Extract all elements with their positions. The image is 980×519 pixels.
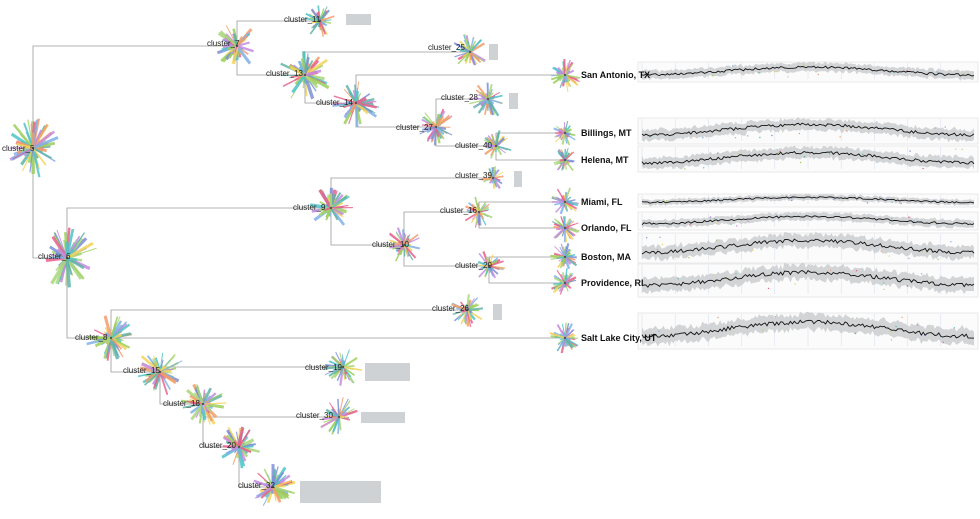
edge-cluster_16-orlando <box>479 212 565 228</box>
cluster-label-cluster-8: cluster_8 <box>75 333 108 342</box>
thumbnail-placeholder-cluster-30 <box>361 412 405 423</box>
timeseries-thumbnail-orlando <box>638 212 978 230</box>
cluster-label-cluster-30: cluster_30 <box>296 411 333 420</box>
timeseries-thumbnail-helena <box>638 145 978 172</box>
timeseries-thumbnail-salt-lake-city <box>638 312 978 349</box>
edge-cluster_6-cluster_9 <box>67 208 331 258</box>
glyph-helena-icon <box>554 148 575 171</box>
cluster-label-cluster-40: cluster_40 <box>455 141 492 150</box>
cluster-label-cluster-28: cluster_28 <box>441 93 478 102</box>
cluster-label-cluster-29: cluster_29 <box>455 261 492 270</box>
cluster-label-cluster-18: cluster_18 <box>163 399 200 408</box>
timeseries-thumbnail-billings <box>638 117 978 144</box>
cluster-label-cluster-26: cluster_26 <box>432 304 469 313</box>
timeseries-thumbnail-san-antonio <box>638 61 978 82</box>
leaf-label-providence: Providence, RI <box>581 278 644 288</box>
timeseries-thumbnail-miami <box>638 194 978 207</box>
leaf-label-billings: Billings, MT <box>581 128 632 138</box>
glyph-providence-icon <box>552 268 577 294</box>
leaf-label-orlando: Orlando, FL <box>581 223 632 233</box>
cluster-label-cluster-16: cluster_16 <box>440 206 477 215</box>
leaf-label-boston: Boston, MA <box>581 252 631 262</box>
glyph-orlando-icon <box>552 216 579 242</box>
cluster-label-cluster-9: cluster_9 <box>293 203 326 212</box>
thumbnail-placeholder-cluster-39 <box>514 171 522 187</box>
edge-cluster_8-cluster_26 <box>111 310 467 338</box>
edge-cluster_16-miami <box>479 202 565 212</box>
thumbnail-placeholder-cluster-32 <box>300 481 381 503</box>
cluster-label-cluster-32: cluster_32 <box>238 481 275 490</box>
edge-cluster_5-cluster_7 <box>33 46 237 148</box>
glyph-miami-icon <box>552 188 579 214</box>
glyph-san-antonio-icon <box>551 59 580 92</box>
edge-cluster_13-cluster_25 <box>305 52 470 75</box>
cluster-label-cluster-39: cluster_39 <box>455 171 492 180</box>
cluster-label-cluster-11: cluster_11 <box>284 15 321 24</box>
cluster-label-cluster-20: cluster_20 <box>199 441 236 450</box>
leaf-label-helena: Helena, MT <box>581 155 629 165</box>
thumbnail-placeholder-cluster-11 <box>346 14 371 25</box>
cluster-label-cluster-19: cluster_19 <box>305 363 342 372</box>
cluster-label-cluster-13: cluster_13 <box>266 69 303 78</box>
leaf-label-miami: Miami, FL <box>581 197 623 207</box>
glyph-billings-icon <box>554 121 576 145</box>
cluster-label-cluster-10: cluster_10 <box>372 240 409 249</box>
glyph-boston-icon <box>550 243 577 268</box>
thumbnail-placeholder-cluster-19 <box>365 363 410 381</box>
thumbnail-placeholder-cluster-26 <box>493 304 502 320</box>
cluster-label-cluster-5: cluster_5 <box>2 144 35 153</box>
cluster-label-cluster-14: cluster_14 <box>316 98 353 107</box>
cluster-label-cluster-6: cluster_6 <box>38 252 71 261</box>
timeseries-thumbnail-boston <box>638 232 978 264</box>
cluster-label-cluster-7: cluster_7 <box>207 39 240 48</box>
thumbnail-placeholder-cluster-28 <box>509 93 518 109</box>
timeseries-thumbnail-providence <box>638 263 978 297</box>
leaf-label-salt-lake-city: Salt Lake City, UT <box>581 333 657 343</box>
cluster-label-cluster-27: cluster_27 <box>396 123 433 132</box>
cluster-label-cluster-15: cluster_15 <box>123 366 160 375</box>
leaf-label-san-antonio: San Antonio, TX <box>581 70 650 80</box>
thumbnail-placeholder-cluster-25 <box>489 44 498 60</box>
cluster-label-cluster-25: cluster_25 <box>428 43 465 52</box>
